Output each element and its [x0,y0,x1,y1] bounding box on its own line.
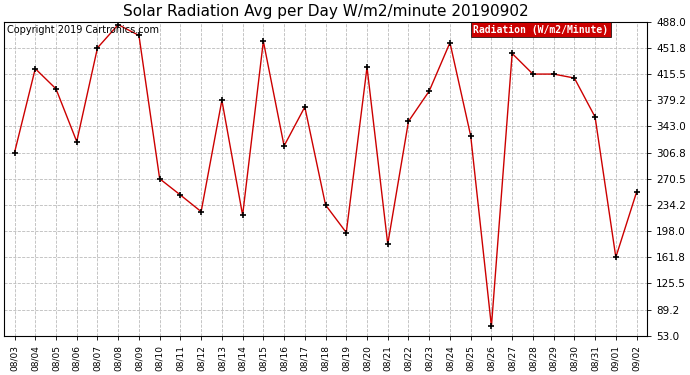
Title: Solar Radiation Avg per Day W/m2/minute 20190902: Solar Radiation Avg per Day W/m2/minute … [123,4,529,19]
Text: Copyright 2019 Cartronics.com: Copyright 2019 Cartronics.com [8,25,159,35]
Text: Radiation (W/m2/Minute): Radiation (W/m2/Minute) [473,25,609,35]
